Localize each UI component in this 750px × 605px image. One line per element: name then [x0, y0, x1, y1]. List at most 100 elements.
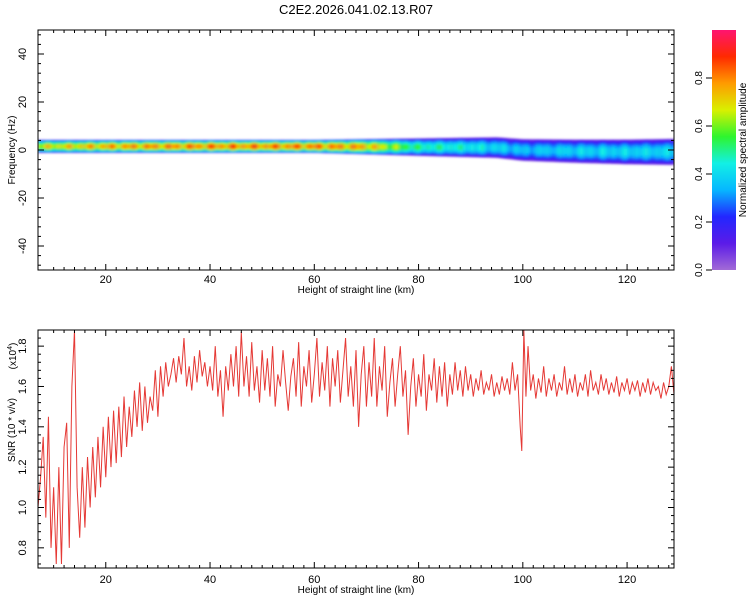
spectrogram-cell	[337, 144, 341, 149]
spectrogram-cell	[277, 144, 281, 149]
spectrogram-xlabel: Height of straight line (km)	[298, 285, 415, 296]
colorbar-tick-label: 0.6	[694, 119, 705, 133]
spectrogram-cell	[191, 144, 195, 149]
spectrogram-cell	[515, 146, 519, 153]
snr-xtick-label: 60	[308, 574, 320, 586]
spectrogram-cell	[408, 144, 412, 150]
spectrogram-cell	[95, 144, 99, 149]
spectrogram-cell	[113, 144, 117, 149]
spectrogram-cell	[319, 144, 323, 149]
spectrogram-cell	[585, 148, 589, 155]
spectrogram-cell	[634, 148, 638, 156]
snr-xlabel: Height of straight line (km)	[298, 585, 415, 596]
spectrogram-cell	[486, 144, 490, 151]
spectrogram-cell	[663, 148, 667, 156]
spectrogram-cell	[614, 148, 618, 156]
spectrogram-cell	[246, 144, 250, 149]
spectrogram-cell	[551, 147, 555, 154]
spectrogram-cell	[306, 144, 310, 149]
spectrogram-cell	[139, 144, 143, 149]
spectrogram-cell	[475, 144, 479, 151]
spectrogram-cell	[561, 147, 565, 155]
spectrogram-cell	[329, 144, 333, 149]
snr-ylabel: SNR (10 * v/v)	[7, 398, 18, 462]
spectrogram-cell	[129, 144, 133, 149]
spectrogram-cell	[108, 144, 112, 149]
spectrogram-ytick-label: -20	[17, 190, 29, 206]
spectrogram-cell	[556, 147, 560, 154]
spectrogram-ytick-label: 20	[17, 96, 29, 108]
spectrogram-cell	[418, 144, 422, 150]
spectrogram-cell	[522, 147, 526, 153]
spectrogram-cell	[601, 148, 605, 155]
spectrogram-cell	[207, 144, 211, 149]
spectrogram-cell	[324, 144, 328, 149]
spectrogram-cell	[116, 144, 120, 149]
spectrogram-cell	[342, 144, 346, 149]
snr-xtick-label: 40	[204, 574, 216, 586]
spectrogram-cell	[173, 144, 177, 149]
spectrogram-cell	[655, 148, 659, 156]
spectrogram-cell	[283, 144, 287, 149]
snr-ytick-label: 1.8	[17, 338, 29, 353]
spectrogram-cell	[197, 144, 201, 149]
colorbar-tick-label: 0.0	[694, 263, 705, 277]
spectrogram-cell	[389, 144, 393, 150]
spectrogram-cell	[285, 144, 289, 149]
spectrogram-cell	[87, 144, 91, 149]
spectrogram-cell	[507, 145, 511, 152]
spectrogram-cell	[444, 144, 448, 150]
spectrogram-cell	[376, 144, 380, 149]
spectrogram-cell	[202, 144, 206, 149]
spectrogram-cell	[379, 144, 383, 149]
snr-frame	[37, 329, 675, 569]
spectrogram-cell	[56, 144, 60, 149]
spectrogram-cell	[496, 144, 500, 151]
spectrogram-cell	[66, 144, 70, 149]
colorbar: 0.0 0.2 0.4 0.6 0.8 Normalized spectral ampl…	[694, 30, 749, 277]
spectrogram-cell	[580, 148, 584, 155]
spectrogram-cell	[288, 144, 292, 149]
spectrogram-cell	[382, 144, 386, 150]
spectrogram-cell	[204, 144, 208, 149]
snr-panel: 20 40 60 80 100 120 0.8 1.0 1.2 1.4 1.6 1.8 Height …	[7, 329, 675, 596]
spectrogram-cell	[353, 144, 357, 149]
spectrogram-cell	[637, 148, 641, 156]
snr-series-line	[38, 330, 674, 564]
spectrogram-cell	[668, 148, 672, 156]
spectrogram-cell	[61, 144, 65, 149]
spectrogram-xtick-label: 20	[100, 274, 112, 286]
spectrogram-cell	[163, 144, 167, 149]
spectrogram-cell	[176, 144, 180, 149]
spectrogram-cell	[449, 144, 453, 150]
spectrogram-cell	[574, 148, 578, 155]
spectrogram-cell	[142, 144, 146, 149]
spectrogram-cell	[311, 144, 315, 149]
spectrogram-cell	[512, 146, 516, 153]
snr-unit-label: (x104)	[7, 343, 19, 370]
snr-xtick-label: 20	[100, 574, 112, 586]
spectrogram-cell	[483, 144, 487, 151]
spectrogram-cell	[660, 148, 664, 156]
spectrogram-cell	[230, 144, 234, 149]
spectrogram-cell	[152, 144, 156, 149]
spectrogram-cell	[71, 144, 75, 149]
spectrogram-cell	[165, 144, 169, 149]
spectrogram-cell	[267, 144, 271, 149]
spectrogram-cell	[345, 144, 349, 149]
spectrogram-cell	[322, 144, 326, 149]
spectrogram-cell	[335, 144, 339, 149]
spectrogram-cell	[264, 144, 268, 149]
spectrogram-cell	[366, 144, 370, 149]
spectrogram-cell	[392, 144, 396, 150]
spectrogram-cell	[275, 144, 279, 149]
spectrogram-cell	[564, 147, 568, 155]
spectrogram-xtick-label: 120	[618, 274, 636, 286]
spectrogram-cell	[64, 144, 68, 149]
spectrogram-cell	[293, 144, 297, 149]
snr-ticks: 20 40 60 80 100 120 0.8 1.0 1.2 1.4 1.6 1.8	[17, 330, 674, 586]
spectrogram-cell	[303, 144, 307, 149]
spectrogram-cell	[619, 148, 623, 156]
spectrogram-cell	[395, 144, 399, 150]
